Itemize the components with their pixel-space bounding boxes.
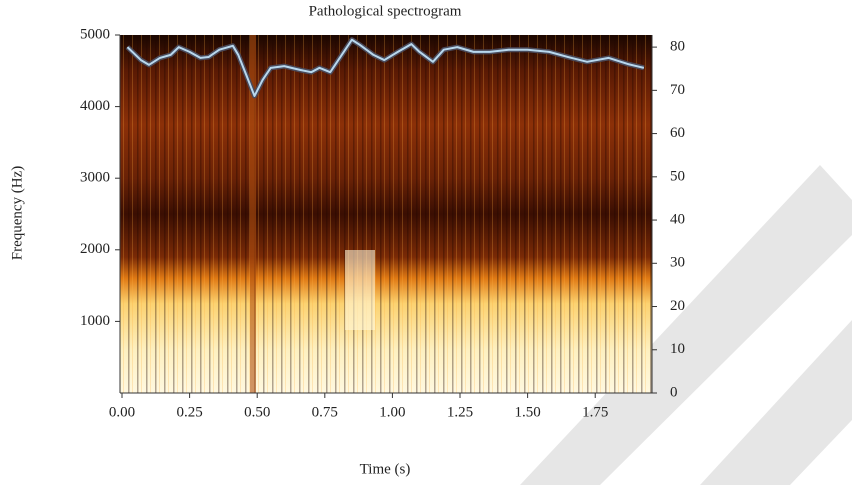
x-tick-label: 1.75 [582,404,608,420]
x-tick-label: 1.25 [447,404,473,420]
y2-tick-label: 0 [670,384,678,400]
x-tick-label: 0.75 [312,404,338,420]
y2-tick-label: 60 [670,125,685,141]
chart-title: Pathological spectrogram [309,3,462,19]
y-tick-label: 3000 [80,170,110,186]
y2-tick-label: 30 [670,255,685,271]
y2-tick-label: 50 [670,168,685,184]
y-axis-title: Frequency (Hz) [9,166,25,261]
spectrogram [120,35,652,393]
x-axis-title: Time (s) [360,461,411,477]
y2-tick-label: 10 [670,341,685,357]
y-tick-label: 2000 [80,241,110,257]
x-tick-label: 0.50 [244,404,270,420]
y2-tick-label: 80 [670,39,685,55]
y2-tick-label: 40 [670,211,685,227]
y2-tick-label: 70 [670,82,685,98]
y-tick-label: 5000 [80,26,110,42]
x-tick-label: 0.25 [176,404,202,420]
line [126,38,645,97]
y-tick-label: 1000 [80,313,110,329]
y-tick-label: 4000 [80,98,110,114]
y2-tick-label: 20 [670,298,685,314]
watermark [520,165,852,485]
x-tick-label: 1.50 [514,404,540,420]
x-tick-label: 1.00 [379,404,405,420]
x-tick-label: 0.00 [109,404,135,420]
